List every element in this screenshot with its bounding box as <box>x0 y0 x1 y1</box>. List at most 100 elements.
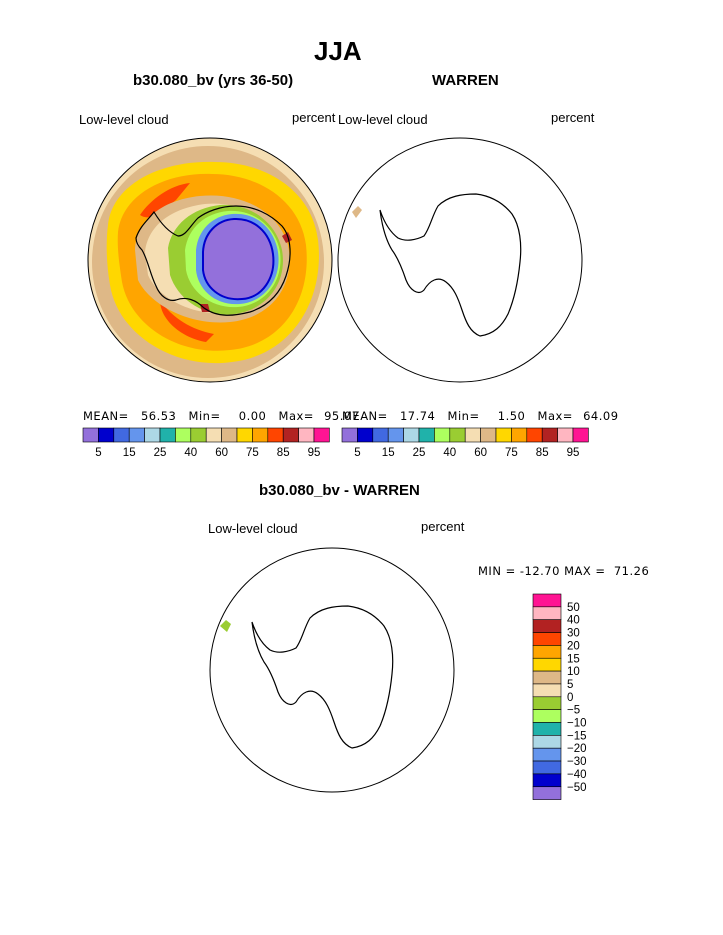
figure-title: JJA <box>314 36 362 66</box>
panel3-colorbar-tick-1: 40 <box>567 615 580 627</box>
panel3-colorbar-swatch-4 <box>532 645 562 659</box>
panel1-max-label: Max= <box>278 409 314 423</box>
panel1-colorbar-swatch-7 <box>190 427 207 443</box>
panel3-colorbar-swatch-10 <box>532 722 562 736</box>
panel3-coastline <box>251 605 394 749</box>
panel1-units: percent <box>292 110 336 125</box>
panel3-colorbar-tick-11: −20 <box>567 743 587 755</box>
panel1-colorbar-tick-3: 40 <box>184 447 197 459</box>
panel3-colorbar-tick-13: −40 <box>567 769 587 781</box>
panel1-colorbar-swatch-8 <box>205 427 222 443</box>
panel2-max-label: Max= <box>537 409 573 423</box>
panel2-colorbar-tick-0: 5 <box>354 447 360 459</box>
panel3-colorbar-swatch-0 <box>532 593 562 608</box>
panel1-colorbar-swatch-0 <box>82 427 99 443</box>
panel1-mean: 56.53 <box>140 409 177 423</box>
panel2-colorbar-swatch-9 <box>480 427 497 443</box>
panel3-colorbar-tick-0: 50 <box>567 602 580 614</box>
panel1-colorbar-swatch-5 <box>159 427 176 443</box>
panel2-colorbar-tick-7: 95 <box>567 447 580 459</box>
panel2-colorbar-swatch-1 <box>357 427 374 443</box>
panel2-coastline <box>379 193 522 337</box>
panel2-mean-label: MEAN= <box>342 409 388 423</box>
panel1-min: 0.00 <box>238 409 267 423</box>
panel2-map-border <box>337 137 583 383</box>
panel1-colorbar-swatch-11 <box>252 427 269 443</box>
panel1-colorbar-swatch-4 <box>144 427 161 443</box>
panel1-colorbar-swatch-10 <box>236 427 253 443</box>
panel1-colorbar: 5 15 25 40 60 75 85 95 <box>82 427 330 459</box>
panel3-colorbar-swatch-13 <box>532 760 562 775</box>
panel2-colorbar-swatch-8 <box>464 427 481 443</box>
panel3-colorbar-swatch-6 <box>532 670 562 685</box>
panel2-colorbar: 5 15 25 40 60 75 85 95 <box>341 427 589 459</box>
panel2-colorbar-tick-2: 25 <box>413 447 426 459</box>
panel1-colorbar-swatch-6 <box>175 427 192 443</box>
panel2-colorbar-swatch-14 <box>557 427 574 443</box>
panel3-title: b30.080_bv - WARREN <box>259 482 420 499</box>
panel1-mean-label: MEAN= <box>83 409 129 423</box>
panel1-colorbar-swatch-9 <box>221 427 238 443</box>
panel2-colorbar-tick-6: 85 <box>536 447 549 459</box>
panel3-colorbar-tick-8: −5 <box>567 705 580 717</box>
panel2-colorbar-swatch-6 <box>434 427 451 443</box>
panel2-colorbar-swatch-0 <box>341 427 358 443</box>
panel3-colorbar-swatch-9 <box>532 709 562 723</box>
panel1-colorbar-swatch-14 <box>298 427 315 443</box>
panel2-field-label: Low-level cloud <box>338 112 428 127</box>
panel3-colorbar-swatch-3 <box>532 632 562 646</box>
panel2-colorbar-swatch-2 <box>372 427 389 443</box>
panel2-mean: 17.74 <box>399 409 436 423</box>
panel2-colorbar-swatch-10 <box>495 427 512 443</box>
panel1-colorbar-tick-5: 75 <box>246 447 259 459</box>
panel2-colorbar-swatch-4 <box>403 427 420 443</box>
panel3-colorbar-tick-6: 5 <box>567 679 573 691</box>
panel3-colorbar-tick-5: 10 <box>567 666 580 678</box>
panel2-max: 64.09 <box>583 409 619 423</box>
panel1-colorbar-swatch-1 <box>98 427 115 443</box>
panel1-colorbar-tick-1: 15 <box>123 447 136 459</box>
panel2-stats: MEAN= 17.74 Min= 1.50 Max= 64.09 <box>342 409 619 423</box>
panel2-colorbar-tick-4: 60 <box>474 447 487 459</box>
panel2-colorbar-swatch-11 <box>511 427 528 443</box>
panel1-field-label: Low-level cloud <box>79 112 169 127</box>
panel3-colorbar-tick-4: 15 <box>567 653 580 665</box>
panel2-colorbar-swatch-12 <box>526 427 543 443</box>
panel1-colorbar-tick-6: 85 <box>277 447 290 459</box>
panel1-colorbar-swatch-12 <box>267 427 284 443</box>
panel3-colorbar-tick-10: −15 <box>567 730 587 742</box>
panel1-max: 95.07 <box>324 409 360 423</box>
panel2-colorbar-tick-5: 75 <box>505 447 518 459</box>
panel1-colorbar-swatch-13 <box>282 427 299 443</box>
panel2-colorbar-swatch-15 <box>572 427 589 443</box>
panel3-colorbar-swatch-11 <box>532 735 562 749</box>
panel3-colorbar-swatch-2 <box>532 619 562 633</box>
panel1-colorbar-swatch-15 <box>313 427 330 443</box>
panel3-colorbar-tick-12: −30 <box>567 756 587 768</box>
panel1-colorbar-tick-4: 60 <box>215 447 228 459</box>
panel3-colorbar-swatch-8 <box>532 696 562 710</box>
field-band-purple-core <box>202 217 275 301</box>
panel3-colorbar-tick-14: −50 <box>567 782 587 794</box>
panel3-colorbar-swatch-1 <box>532 606 562 620</box>
panel2-colorbar-tick-1: 15 <box>382 447 395 459</box>
panel1-colorbar-tick-0: 5 <box>95 447 101 459</box>
panel3-colorbar-swatch-5 <box>532 657 562 672</box>
panel2-min-label: Min= <box>447 409 480 423</box>
panel3-colorbar-tick-2: 30 <box>567 628 580 640</box>
panel1-stats: MEAN= 56.53 Min= 0.00 Max= 95.07 <box>83 409 360 423</box>
panel3-colorbar-swatch-7 <box>532 683 562 698</box>
panel1-map <box>88 138 332 382</box>
panel3-colorbar-swatch-14 <box>532 773 562 788</box>
panel1-colorbar-tick-2: 25 <box>154 447 167 459</box>
panel3-units: percent <box>421 519 465 534</box>
panel3-map-border <box>209 547 455 793</box>
panel1-min-label: Min= <box>188 409 221 423</box>
panel1-coastline <box>135 205 291 316</box>
panel3-colorbar-tick-7: 0 <box>567 692 573 704</box>
panel2-colorbar-tick-3: 40 <box>443 447 456 459</box>
panel3-field-label: Low-level cloud <box>208 521 298 536</box>
panel2-colorbar-swatch-5 <box>418 427 435 443</box>
